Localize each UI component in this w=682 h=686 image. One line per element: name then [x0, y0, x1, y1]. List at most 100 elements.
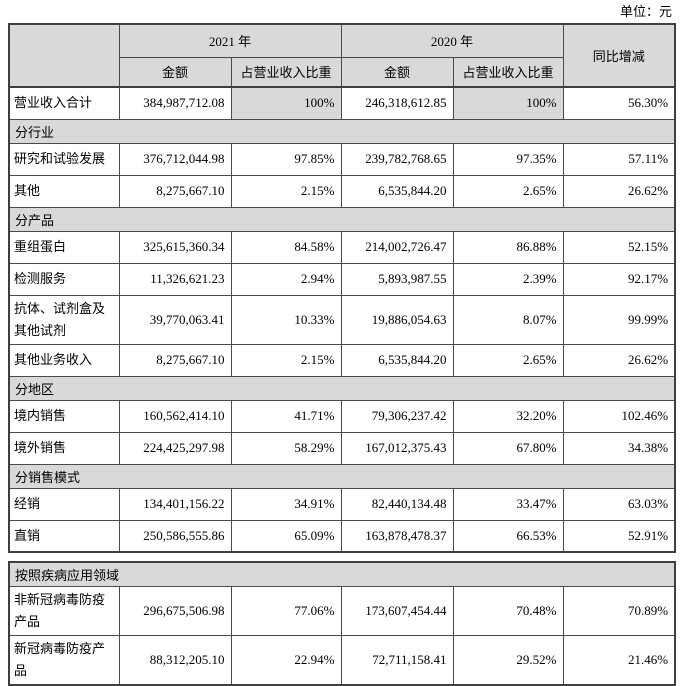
amount-2021-cell: 325,615,360.34 — [118, 230, 232, 264]
table-row: 重组蛋白 325,615,360.34 84.58% 214,002,726.47 86… — [8, 230, 676, 264]
section-label: 按照疾病应用领域 — [8, 561, 676, 587]
amount-2021-cell: 8,275,667.10 — [118, 343, 232, 377]
section-label: 分地区 — [8, 375, 676, 401]
amount-2020-cell: 246,318,612.85 — [340, 86, 454, 120]
unit-label: 单位：元 — [619, 4, 672, 19]
ratio-2020-cell: 2.65% — [452, 343, 564, 377]
section-row: 分地区 — [8, 375, 676, 401]
ratio-2021-cell: 2.15% — [230, 174, 342, 208]
amount-2021-cell: 160,562,414.10 — [118, 399, 232, 433]
amount-2021-cell: 39,770,063.41 — [118, 294, 232, 345]
amount-2020-cell: 79,306,237.42 — [340, 399, 454, 433]
corner-cell — [8, 23, 120, 88]
amount-2020-cell: 173,607,454.44 — [340, 586, 454, 636]
ratio-2021-cell: 10.33% — [230, 294, 342, 345]
ratio-2020-cell: 29.52% — [452, 635, 564, 686]
table-header: 2021 年 2020 年 同比增减 金额 占营业收入比重 金额 占营业收入比重 — [8, 23, 676, 88]
ratio-2021-cell: 100% — [230, 86, 342, 120]
yoy-change-cell: 26.62% — [562, 174, 676, 208]
table-row: 营业收入合计 384,987,712.08 100% 246,318,612.85 10… — [8, 86, 676, 120]
table-body: 按照疾病应用领域 非新冠病毒防疫产品 296,675,506.98 77.06% 173… — [8, 561, 676, 686]
table-row: 检测服务 11,326,621.23 2.94% 5,893,987.55 2.39% 9… — [8, 262, 676, 296]
ratio-2020-header: 占营业收入比重 — [452, 56, 564, 88]
table-body: 营业收入合计 384,987,712.08 100% 246,318,612.85 10… — [8, 86, 676, 553]
row-label: 重组蛋白 — [8, 230, 120, 264]
ratio-2021-cell: 2.94% — [230, 262, 342, 296]
row-label: 研究和试验发展 — [8, 142, 120, 176]
ratio-2021-cell: 84.58% — [230, 230, 342, 264]
table-row: 经销 134,401,156.22 34.91% 82,440,134.48 33.47… — [8, 487, 676, 521]
ratio-2021-cell: 2.15% — [230, 343, 342, 377]
yoy-change-cell: 52.15% — [562, 230, 676, 264]
table-row: 其他业务收入 8,275,667.10 2.15% 6,535,844.20 2.65%… — [8, 343, 676, 377]
yoy-change-cell: 57.11% — [562, 142, 676, 176]
row-label: 经销 — [8, 487, 120, 521]
disease-application-table: 按照疾病应用领域 非新冠病毒防疫产品 296,675,506.98 77.06% 173… — [8, 561, 677, 686]
section-label: 分销售模式 — [8, 463, 676, 489]
row-label: 非新冠病毒防疫产品 — [8, 586, 120, 636]
row-label: 检测服务 — [8, 262, 120, 296]
amount-2021-cell: 376,712,044.98 — [118, 142, 232, 176]
ratio-2020-cell: 8.07% — [452, 294, 564, 345]
yoy-change-cell: 52.91% — [562, 519, 676, 553]
amount-2020-cell: 82,440,134.48 — [340, 487, 454, 521]
amount-2021-cell: 11,326,621.23 — [118, 262, 232, 296]
ratio-2020-cell: 100% — [452, 86, 564, 120]
yoy-change-cell: 21.46% — [562, 635, 676, 686]
ratio-2021-header: 占营业收入比重 — [230, 56, 342, 88]
row-label: 营业收入合计 — [8, 86, 120, 120]
amount-2020-cell: 214,002,726.47 — [340, 230, 454, 264]
year-2021-header: 2021 年 — [118, 23, 342, 58]
amount-2021-cell: 134,401,156.22 — [118, 487, 232, 521]
amount-2021-cell: 88,312,205.10 — [118, 635, 232, 686]
yoy-change-cell: 99.99% — [562, 294, 676, 345]
ratio-2020-cell: 66.53% — [452, 519, 564, 553]
ratio-2021-cell: 22.94% — [230, 635, 342, 686]
yoy-change-cell: 34.38% — [562, 431, 676, 465]
section-row: 按照疾病应用领域 — [8, 561, 676, 587]
ratio-2020-cell: 2.65% — [452, 174, 564, 208]
amount-2021-cell: 384,987,712.08 — [118, 86, 232, 120]
amount-2020-cell: 19,886,054.63 — [340, 294, 454, 345]
amount-2020-cell: 6,535,844.20 — [340, 343, 454, 377]
ratio-2021-cell: 34.91% — [230, 487, 342, 521]
year-2020-header: 2020 年 — [340, 23, 564, 58]
ratio-2020-cell: 97.35% — [452, 142, 564, 176]
table-row: 直销 250,586,555.86 65.09% 163,878,478.37 66.5… — [8, 519, 676, 553]
table-row: 新冠病毒防疫产品 88,312,205.10 22.94% 72,711,158.41… — [8, 635, 676, 686]
row-label: 境外销售 — [8, 431, 120, 465]
row-label: 其他 — [8, 174, 120, 208]
yoy-change-cell: 56.30% — [562, 86, 676, 120]
yoy-change-cell: 63.03% — [562, 487, 676, 521]
row-label: 其他业务收入 — [8, 343, 120, 377]
ratio-2021-cell: 97.85% — [230, 142, 342, 176]
ratio-2020-cell: 2.39% — [452, 262, 564, 296]
table-row: 境外销售 224,425,297.98 58.29% 167,012,375.43 67… — [8, 431, 676, 465]
ratio-2020-cell: 70.48% — [452, 586, 564, 636]
revenue-breakdown-table: 2021 年 2020 年 同比增减 金额 占营业收入比重 金额 占营业收入比重… — [8, 23, 677, 553]
row-label: 境内销售 — [8, 399, 120, 433]
amount-2021-cell: 296,675,506.98 — [118, 586, 232, 636]
row-label: 新冠病毒防疫产品 — [8, 635, 120, 686]
amount-2020-cell: 6,535,844.20 — [340, 174, 454, 208]
table-row: 其他 8,275,667.10 2.15% 6,535,844.20 2.65% 26.6… — [8, 174, 676, 208]
section-row: 分行业 — [8, 118, 676, 144]
amount-2021-header: 金额 — [118, 56, 232, 88]
amount-2020-cell: 72,711,158.41 — [340, 635, 454, 686]
ratio-2021-cell: 58.29% — [230, 431, 342, 465]
section-row: 分销售模式 — [8, 463, 676, 489]
row-label: 直销 — [8, 519, 120, 553]
table-row: 非新冠病毒防疫产品 296,675,506.98 77.06% 173,607,454… — [8, 586, 676, 636]
section-label: 分产品 — [8, 206, 676, 232]
amount-2020-cell: 5,893,987.55 — [340, 262, 454, 296]
amount-2020-cell: 239,782,768.65 — [340, 142, 454, 176]
amount-2021-cell: 8,275,667.10 — [118, 174, 232, 208]
yoy-change-cell: 70.89% — [562, 586, 676, 636]
yoy-change-cell: 92.17% — [562, 262, 676, 296]
amount-2021-cell: 250,586,555.86 — [118, 519, 232, 553]
amount-2020-header: 金额 — [340, 56, 454, 88]
header-row-metrics: 金额 占营业收入比重 金额 占营业收入比重 — [9, 56, 675, 88]
row-label: 抗体、试剂盒及其他试剂 — [8, 294, 120, 345]
header-row-years: 2021 年 2020 年 同比增减 — [8, 23, 676, 88]
